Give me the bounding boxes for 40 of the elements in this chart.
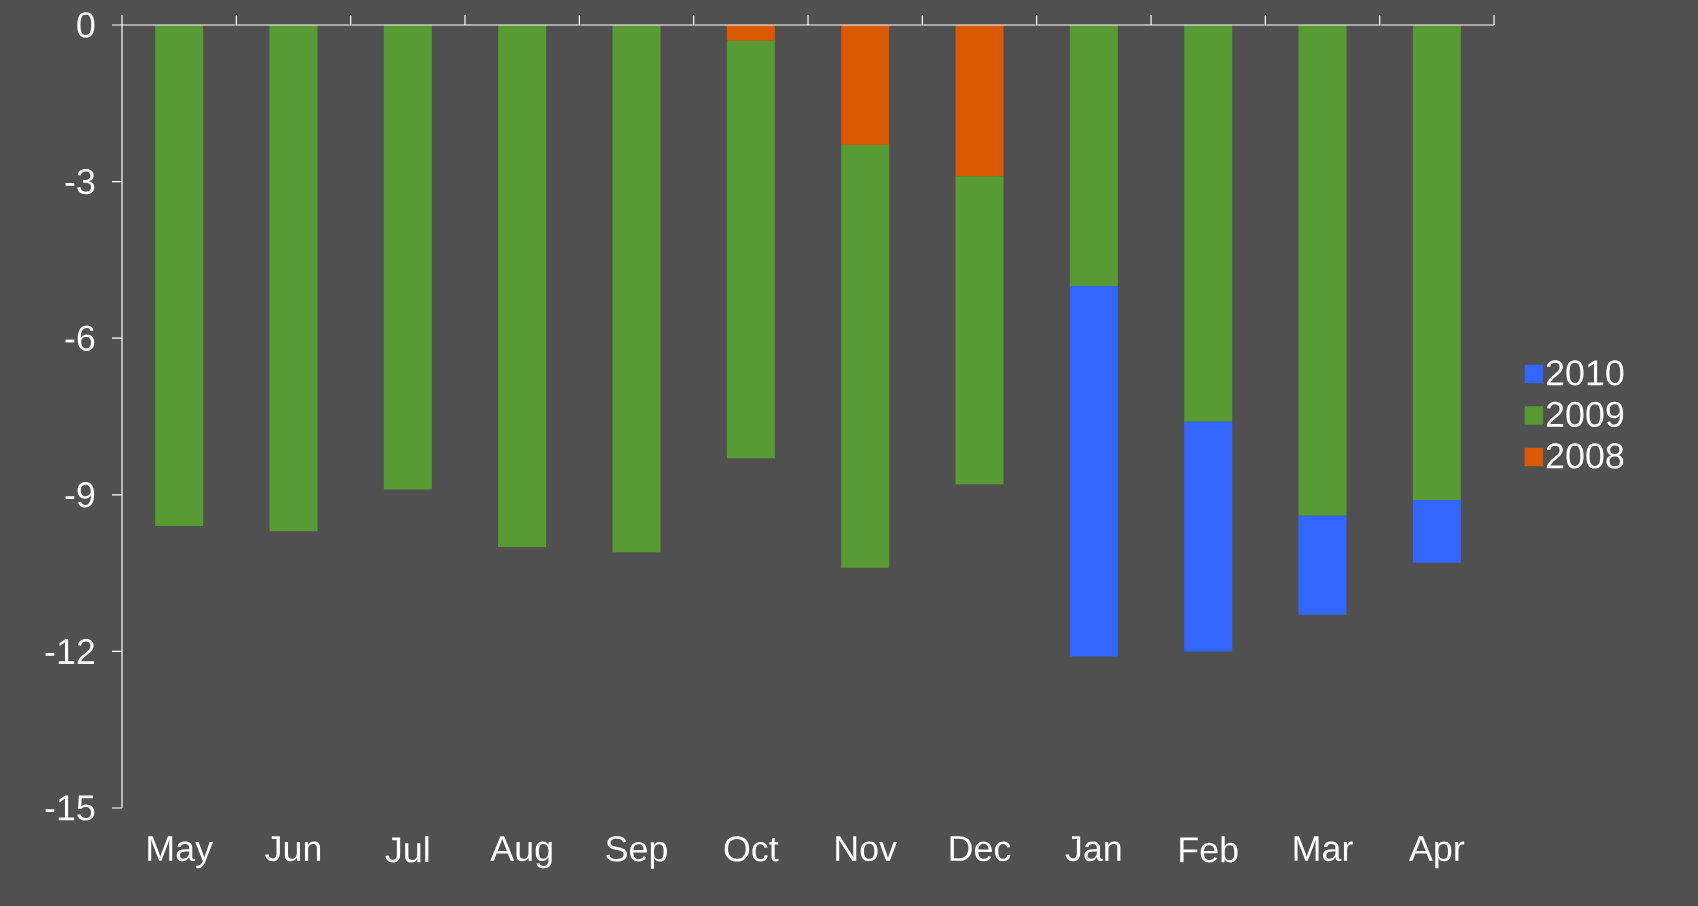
bar bbox=[612, 24, 661, 553]
x-tick-label: Dec bbox=[950, 836, 1011, 862]
x-tick-label: Sep bbox=[606, 836, 667, 869]
x-tick-label: Apr bbox=[1409, 836, 1465, 869]
y-tick-label: -6 bbox=[65, 325, 95, 351]
bar bbox=[1069, 24, 1118, 286]
bar bbox=[726, 40, 775, 459]
bar bbox=[955, 176, 1004, 485]
bar bbox=[155, 24, 204, 527]
bar bbox=[269, 24, 318, 532]
bar bbox=[955, 24, 1004, 177]
legend-label: 2009 bbox=[1546, 401, 1624, 428]
x-tick-label: Nov bbox=[836, 836, 897, 862]
bar bbox=[1184, 24, 1233, 422]
legend-label: 2008 bbox=[1546, 443, 1624, 469]
bar bbox=[1069, 285, 1118, 657]
y-tick-label: -15 bbox=[45, 795, 95, 821]
bar bbox=[1184, 421, 1233, 652]
bar bbox=[1412, 24, 1461, 501]
x-tick-label: Jun bbox=[265, 836, 321, 862]
bar bbox=[383, 24, 432, 490]
y-tick-label: -9 bbox=[65, 482, 95, 508]
bar bbox=[1412, 500, 1461, 563]
bar bbox=[841, 145, 890, 568]
x-tick-label: May bbox=[148, 836, 213, 869]
bar bbox=[498, 24, 547, 547]
bar bbox=[1298, 24, 1347, 516]
x-tick-label: Jan bbox=[1065, 836, 1121, 862]
bar bbox=[841, 24, 890, 146]
x-tick-label: Feb bbox=[1180, 836, 1238, 863]
x-tick-label: Mar bbox=[1294, 836, 1353, 862]
bar bbox=[726, 24, 775, 41]
bar bbox=[1298, 515, 1347, 615]
y-tick-label: -3 bbox=[65, 168, 95, 195]
legend-label: 2010 bbox=[1546, 360, 1624, 386]
y-tick-label: 0 bbox=[77, 12, 95, 38]
x-tick-label: Jul bbox=[385, 836, 429, 863]
y-tick-label: -12 bbox=[45, 638, 95, 664]
x-tick-label: Oct bbox=[724, 836, 779, 862]
x-tick-label: Aug bbox=[490, 836, 552, 869]
